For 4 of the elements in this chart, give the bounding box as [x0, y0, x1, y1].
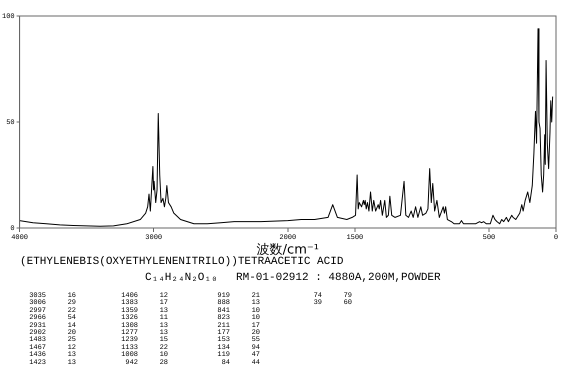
x-axis-title: 波数/cm⁻¹: [256, 242, 319, 258]
text: (ETHYLENEBIS(OXYETHYLENENITRILO))TETRAACETIC ACID: [20, 256, 344, 268]
text: RM-01-02912 : 4880A,200M,POWDER: [236, 272, 441, 284]
text: C₁₄H₂₄N₂O₁₀: [145, 272, 218, 284]
